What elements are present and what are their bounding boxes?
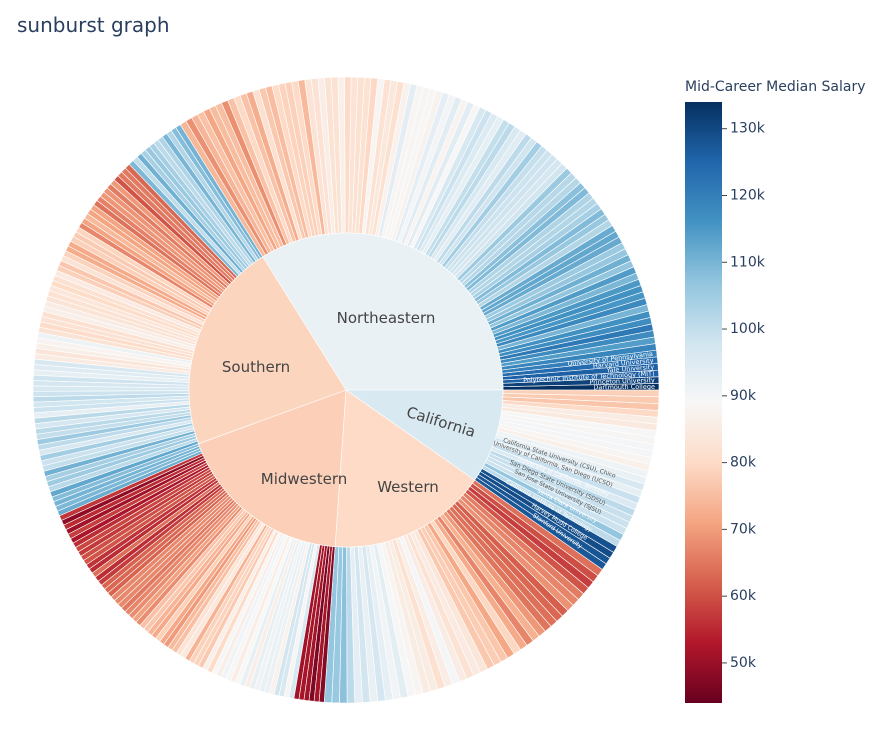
region-northeastern[interactable] — [262, 232, 504, 391]
colorbar-ticks: 130k 120k 110k 100k 90k 80k 70k 60k 50k — [722, 121, 766, 671]
region-label-northeastern: Northeastern — [337, 309, 436, 327]
region-label-western: Western — [377, 478, 439, 496]
outer-ring — [32, 76, 660, 704]
colorbar-bar — [685, 102, 722, 703]
colorbar-tick-label: 50k — [730, 655, 757, 671]
region-southern[interactable] — [188, 256, 347, 445]
colorbar-tick-label: 110k — [730, 254, 766, 270]
chart-title: sunburst graph — [17, 13, 170, 37]
region-labels: NortheasternCaliforniaWesternMidwesternS… — [222, 309, 478, 496]
inner-ring — [188, 232, 504, 548]
region-california[interactable] — [345, 389, 504, 481]
colorbar-tick-label: 60k — [730, 588, 757, 604]
region-western[interactable] — [334, 389, 476, 548]
region-midwestern[interactable] — [198, 389, 347, 547]
colorbar-tick-label: 120k — [730, 187, 766, 203]
leaf-label: Dartmouth College — [593, 383, 655, 392]
colorbar-tick-label: 90k — [730, 388, 757, 404]
leaf-label: Princeton University — [589, 376, 655, 386]
region-label-midwestern: Midwestern — [261, 470, 347, 488]
leaf-label: Yale University — [605, 363, 654, 375]
colorbar-tick-label: 70k — [730, 521, 757, 537]
colorbar-tick-label: 130k — [730, 121, 766, 137]
colorbar-tick-label: 100k — [730, 321, 766, 337]
colorbar: 130k 120k 110k 100k 90k 80k 70k 60k 50k — [685, 102, 766, 703]
region-label-southern: Southern — [222, 358, 290, 376]
colorbar-tick-label: 80k — [730, 455, 757, 471]
colorbar-title: Mid-Career Median Salary — [685, 79, 866, 95]
